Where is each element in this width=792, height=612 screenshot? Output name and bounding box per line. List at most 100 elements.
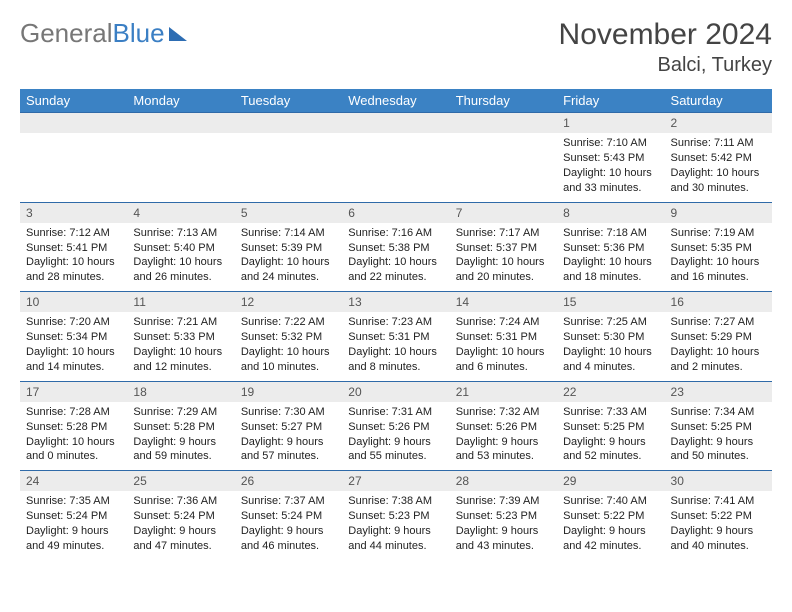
day-text: Sunrise: 7:30 AMSunset: 5:27 PMDaylight:…	[235, 402, 342, 470]
day-text: Sunrise: 7:11 AMSunset: 5:42 PMDaylight:…	[665, 133, 772, 201]
day-cell: 14Sunrise: 7:24 AMSunset: 5:31 PMDayligh…	[450, 292, 557, 382]
day-number: 16	[665, 292, 772, 312]
day-number: 28	[450, 471, 557, 491]
day-cell: 28Sunrise: 7:39 AMSunset: 5:23 PMDayligh…	[450, 471, 557, 560]
day-text: Sunrise: 7:32 AMSunset: 5:26 PMDaylight:…	[450, 402, 557, 470]
header-row: Sunday Monday Tuesday Wednesday Thursday…	[20, 89, 772, 113]
day-number: 14	[450, 292, 557, 312]
day-text: Sunrise: 7:17 AMSunset: 5:37 PMDaylight:…	[450, 223, 557, 291]
day-cell: 9Sunrise: 7:19 AMSunset: 5:35 PMDaylight…	[665, 202, 772, 292]
day-text: Sunrise: 7:36 AMSunset: 5:24 PMDaylight:…	[127, 491, 234, 559]
day-cell: 5Sunrise: 7:14 AMSunset: 5:39 PMDaylight…	[235, 202, 342, 292]
title-block: November 2024 Balci, Turkey	[559, 18, 772, 77]
calendar-table: Sunday Monday Tuesday Wednesday Thursday…	[20, 89, 772, 560]
day-number: 19	[235, 382, 342, 402]
day-text: Sunrise: 7:41 AMSunset: 5:22 PMDaylight:…	[665, 491, 772, 559]
logo-text-2: Blue	[113, 18, 165, 49]
day-number: 12	[235, 292, 342, 312]
day-cell: 6Sunrise: 7:16 AMSunset: 5:38 PMDaylight…	[342, 202, 449, 292]
col-mon: Monday	[127, 89, 234, 113]
day-number: 13	[342, 292, 449, 312]
day-cell: 27Sunrise: 7:38 AMSunset: 5:23 PMDayligh…	[342, 471, 449, 560]
day-number: 25	[127, 471, 234, 491]
day-number: 4	[127, 203, 234, 223]
day-text: Sunrise: 7:38 AMSunset: 5:23 PMDaylight:…	[342, 491, 449, 559]
day-text: Sunrise: 7:10 AMSunset: 5:43 PMDaylight:…	[557, 133, 664, 201]
day-cell: 3Sunrise: 7:12 AMSunset: 5:41 PMDaylight…	[20, 202, 127, 292]
logo-text-1: General	[20, 18, 113, 49]
day-number-empty	[20, 113, 127, 133]
day-number: 2	[665, 113, 772, 133]
col-thu: Thursday	[450, 89, 557, 113]
day-number: 6	[342, 203, 449, 223]
day-cell: 30Sunrise: 7:41 AMSunset: 5:22 PMDayligh…	[665, 471, 772, 560]
header: GeneralBlue November 2024 Balci, Turkey	[20, 18, 772, 77]
week-row: 17Sunrise: 7:28 AMSunset: 5:28 PMDayligh…	[20, 381, 772, 471]
day-text: Sunrise: 7:33 AMSunset: 5:25 PMDaylight:…	[557, 402, 664, 470]
day-number: 17	[20, 382, 127, 402]
day-text: Sunrise: 7:14 AMSunset: 5:39 PMDaylight:…	[235, 223, 342, 291]
day-text: Sunrise: 7:39 AMSunset: 5:23 PMDaylight:…	[450, 491, 557, 559]
day-number: 5	[235, 203, 342, 223]
day-text: Sunrise: 7:40 AMSunset: 5:22 PMDaylight:…	[557, 491, 664, 559]
day-number-empty	[342, 113, 449, 133]
day-cell: 22Sunrise: 7:33 AMSunset: 5:25 PMDayligh…	[557, 381, 664, 471]
day-cell: 21Sunrise: 7:32 AMSunset: 5:26 PMDayligh…	[450, 381, 557, 471]
day-cell: 20Sunrise: 7:31 AMSunset: 5:26 PMDayligh…	[342, 381, 449, 471]
day-text: Sunrise: 7:37 AMSunset: 5:24 PMDaylight:…	[235, 491, 342, 559]
month-title: November 2024	[559, 18, 772, 52]
day-text: Sunrise: 7:12 AMSunset: 5:41 PMDaylight:…	[20, 223, 127, 291]
day-text: Sunrise: 7:34 AMSunset: 5:25 PMDaylight:…	[665, 402, 772, 470]
day-number-empty	[235, 113, 342, 133]
day-cell	[235, 113, 342, 203]
day-number: 20	[342, 382, 449, 402]
day-number: 24	[20, 471, 127, 491]
day-number: 23	[665, 382, 772, 402]
day-cell: 2Sunrise: 7:11 AMSunset: 5:42 PMDaylight…	[665, 113, 772, 203]
day-number-empty	[127, 113, 234, 133]
day-cell: 18Sunrise: 7:29 AMSunset: 5:28 PMDayligh…	[127, 381, 234, 471]
day-cell	[450, 113, 557, 203]
day-cell: 1Sunrise: 7:10 AMSunset: 5:43 PMDaylight…	[557, 113, 664, 203]
day-number: 8	[557, 203, 664, 223]
day-text: Sunrise: 7:35 AMSunset: 5:24 PMDaylight:…	[20, 491, 127, 559]
day-number: 21	[450, 382, 557, 402]
day-number: 7	[450, 203, 557, 223]
day-number: 11	[127, 292, 234, 312]
day-number: 15	[557, 292, 664, 312]
day-cell: 4Sunrise: 7:13 AMSunset: 5:40 PMDaylight…	[127, 202, 234, 292]
day-text: Sunrise: 7:23 AMSunset: 5:31 PMDaylight:…	[342, 312, 449, 380]
day-cell: 17Sunrise: 7:28 AMSunset: 5:28 PMDayligh…	[20, 381, 127, 471]
day-text: Sunrise: 7:20 AMSunset: 5:34 PMDaylight:…	[20, 312, 127, 380]
day-text: Sunrise: 7:19 AMSunset: 5:35 PMDaylight:…	[665, 223, 772, 291]
col-wed: Wednesday	[342, 89, 449, 113]
day-number: 26	[235, 471, 342, 491]
week-row: 3Sunrise: 7:12 AMSunset: 5:41 PMDaylight…	[20, 202, 772, 292]
col-tue: Tuesday	[235, 89, 342, 113]
day-text: Sunrise: 7:16 AMSunset: 5:38 PMDaylight:…	[342, 223, 449, 291]
day-cell	[127, 113, 234, 203]
day-cell: 23Sunrise: 7:34 AMSunset: 5:25 PMDayligh…	[665, 381, 772, 471]
day-cell: 11Sunrise: 7:21 AMSunset: 5:33 PMDayligh…	[127, 292, 234, 382]
day-number: 30	[665, 471, 772, 491]
location-label: Balci, Turkey	[559, 54, 772, 77]
day-cell: 15Sunrise: 7:25 AMSunset: 5:30 PMDayligh…	[557, 292, 664, 382]
day-number: 22	[557, 382, 664, 402]
day-cell	[342, 113, 449, 203]
day-text: Sunrise: 7:22 AMSunset: 5:32 PMDaylight:…	[235, 312, 342, 380]
day-text: Sunrise: 7:18 AMSunset: 5:36 PMDaylight:…	[557, 223, 664, 291]
day-cell: 29Sunrise: 7:40 AMSunset: 5:22 PMDayligh…	[557, 471, 664, 560]
day-text: Sunrise: 7:27 AMSunset: 5:29 PMDaylight:…	[665, 312, 772, 380]
day-cell: 24Sunrise: 7:35 AMSunset: 5:24 PMDayligh…	[20, 471, 127, 560]
col-sun: Sunday	[20, 89, 127, 113]
week-row: 24Sunrise: 7:35 AMSunset: 5:24 PMDayligh…	[20, 471, 772, 560]
day-text: Sunrise: 7:25 AMSunset: 5:30 PMDaylight:…	[557, 312, 664, 380]
day-text: Sunrise: 7:28 AMSunset: 5:28 PMDaylight:…	[20, 402, 127, 470]
day-cell: 26Sunrise: 7:37 AMSunset: 5:24 PMDayligh…	[235, 471, 342, 560]
day-cell: 16Sunrise: 7:27 AMSunset: 5:29 PMDayligh…	[665, 292, 772, 382]
day-number: 1	[557, 113, 664, 133]
day-text: Sunrise: 7:29 AMSunset: 5:28 PMDaylight:…	[127, 402, 234, 470]
day-cell: 13Sunrise: 7:23 AMSunset: 5:31 PMDayligh…	[342, 292, 449, 382]
day-number: 27	[342, 471, 449, 491]
day-number: 10	[20, 292, 127, 312]
